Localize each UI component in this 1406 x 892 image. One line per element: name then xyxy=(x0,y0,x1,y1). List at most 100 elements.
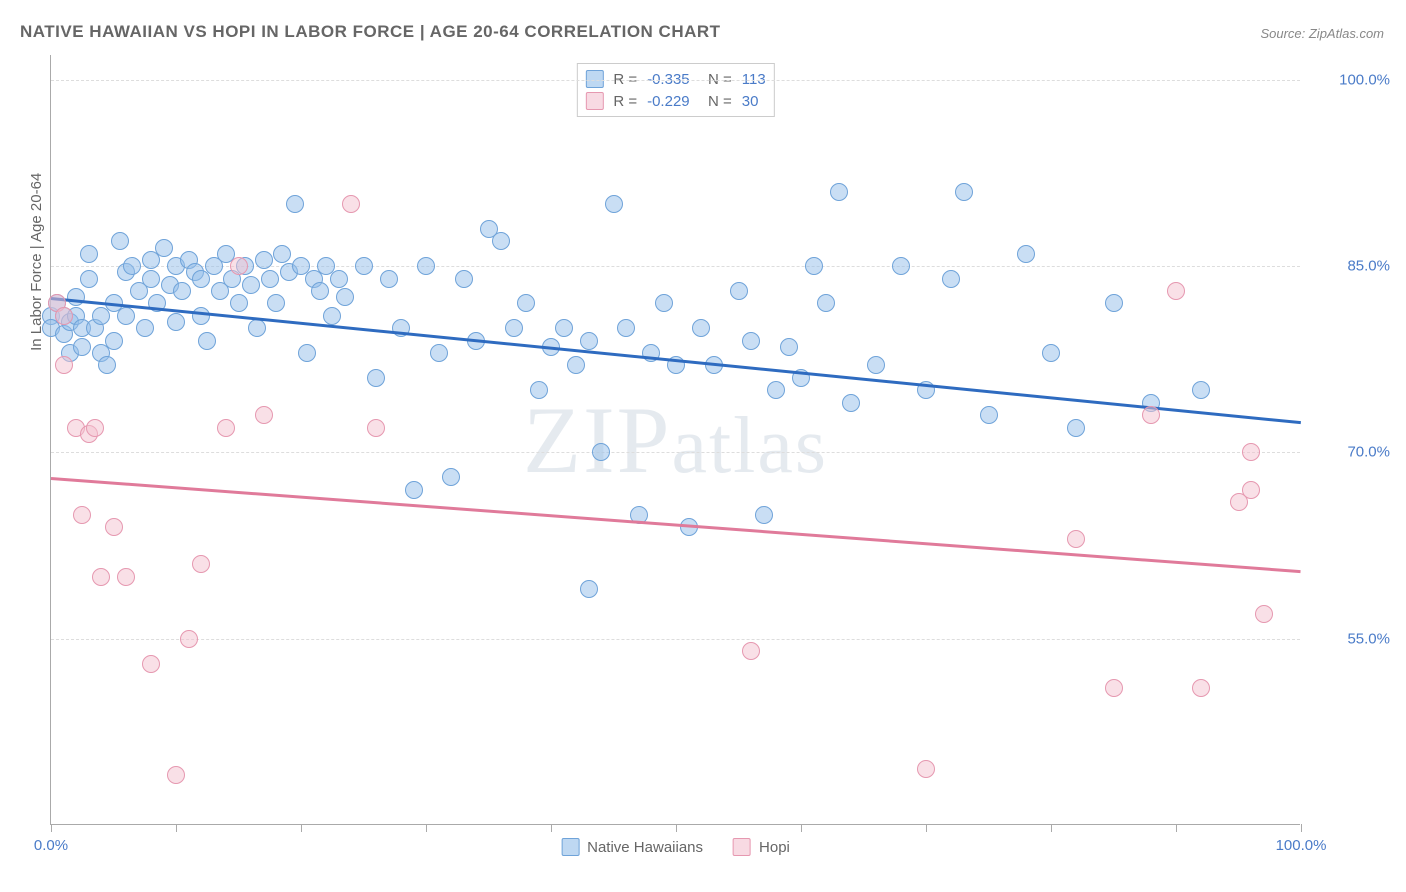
data-point xyxy=(1067,530,1085,548)
x-tick xyxy=(1301,824,1302,832)
watermark: ZIPatlas xyxy=(523,385,828,495)
data-point xyxy=(842,394,860,412)
gridline xyxy=(51,452,1300,453)
data-point xyxy=(580,580,598,598)
data-point xyxy=(505,319,523,337)
data-point xyxy=(780,338,798,356)
data-point xyxy=(192,307,210,325)
data-point xyxy=(86,419,104,437)
data-point xyxy=(617,319,635,337)
data-point xyxy=(261,270,279,288)
data-point xyxy=(192,555,210,573)
data-point xyxy=(1255,605,1273,623)
data-point xyxy=(942,270,960,288)
stat-label: R = xyxy=(613,93,637,110)
data-point xyxy=(805,257,823,275)
data-point xyxy=(817,294,835,312)
data-point xyxy=(73,338,91,356)
data-point xyxy=(692,319,710,337)
data-point xyxy=(980,406,998,424)
data-point xyxy=(55,356,73,374)
x-tick xyxy=(176,824,177,832)
y-tick-label: 85.0% xyxy=(1310,258,1390,275)
x-tick xyxy=(426,824,427,832)
x-tick xyxy=(551,824,552,832)
data-point xyxy=(1192,679,1210,697)
data-point xyxy=(755,506,773,524)
data-point xyxy=(323,307,341,325)
data-point xyxy=(286,195,304,213)
data-point xyxy=(123,257,141,275)
x-tick xyxy=(1051,824,1052,832)
data-point xyxy=(136,319,154,337)
legend-swatch xyxy=(733,838,751,856)
data-point xyxy=(767,381,785,399)
stats-legend-box: R = -0.335 N = 113R = -0.229 N = 30 xyxy=(576,63,774,117)
chart-title: NATIVE HAWAIIAN VS HOPI IN LABOR FORCE |… xyxy=(20,22,721,42)
data-point xyxy=(311,282,329,300)
legend-item: Hopi xyxy=(733,838,790,856)
source-attribution: Source: ZipAtlas.com xyxy=(1260,26,1384,41)
y-tick-label: 55.0% xyxy=(1310,630,1390,647)
data-point xyxy=(298,344,316,362)
x-tick-label: 0.0% xyxy=(34,837,68,854)
data-point xyxy=(742,642,760,660)
x-tick-label: 100.0% xyxy=(1276,837,1327,854)
data-point xyxy=(530,381,548,399)
x-tick xyxy=(1176,824,1177,832)
data-point xyxy=(167,766,185,784)
data-point xyxy=(98,356,116,374)
data-point xyxy=(1105,294,1123,312)
data-point xyxy=(1042,344,1060,362)
data-point xyxy=(1242,443,1260,461)
data-point xyxy=(367,369,385,387)
data-point xyxy=(355,257,373,275)
data-point xyxy=(142,270,160,288)
data-point xyxy=(267,294,285,312)
data-point xyxy=(217,419,235,437)
data-point xyxy=(1105,679,1123,697)
x-tick xyxy=(676,824,677,832)
data-point xyxy=(92,568,110,586)
data-point xyxy=(55,307,73,325)
data-point xyxy=(417,257,435,275)
data-point xyxy=(867,356,885,374)
chart-container: NATIVE HAWAIIAN VS HOPI IN LABOR FORCE |… xyxy=(0,0,1406,892)
data-point xyxy=(248,319,266,337)
data-point xyxy=(605,195,623,213)
trend-line xyxy=(51,297,1301,424)
data-point xyxy=(830,183,848,201)
gridline xyxy=(51,639,1300,640)
legend-label: Native Hawaiians xyxy=(587,839,703,856)
data-point xyxy=(730,282,748,300)
data-point xyxy=(142,655,160,673)
data-point xyxy=(567,356,585,374)
y-tick-label: 70.0% xyxy=(1310,444,1390,461)
data-point xyxy=(111,232,129,250)
series-legend: Native Hawaiians Hopi xyxy=(561,838,790,856)
data-point xyxy=(742,332,760,350)
data-point xyxy=(655,294,673,312)
x-tick xyxy=(926,824,927,832)
stat-n-value: 30 xyxy=(742,93,759,110)
data-point xyxy=(80,245,98,263)
data-point xyxy=(367,419,385,437)
data-point xyxy=(105,332,123,350)
legend-label: Hopi xyxy=(759,839,790,856)
x-tick xyxy=(301,824,302,832)
data-point xyxy=(430,344,448,362)
data-point xyxy=(580,332,598,350)
data-point xyxy=(230,294,248,312)
data-point xyxy=(917,760,935,778)
data-point xyxy=(73,506,91,524)
data-point xyxy=(255,251,273,269)
data-point xyxy=(336,288,354,306)
data-point xyxy=(1192,381,1210,399)
data-point xyxy=(255,406,273,424)
data-point xyxy=(80,270,98,288)
data-point xyxy=(380,270,398,288)
data-point xyxy=(242,276,260,294)
data-point xyxy=(155,239,173,257)
data-point xyxy=(1067,419,1085,437)
trend-line xyxy=(51,477,1301,573)
